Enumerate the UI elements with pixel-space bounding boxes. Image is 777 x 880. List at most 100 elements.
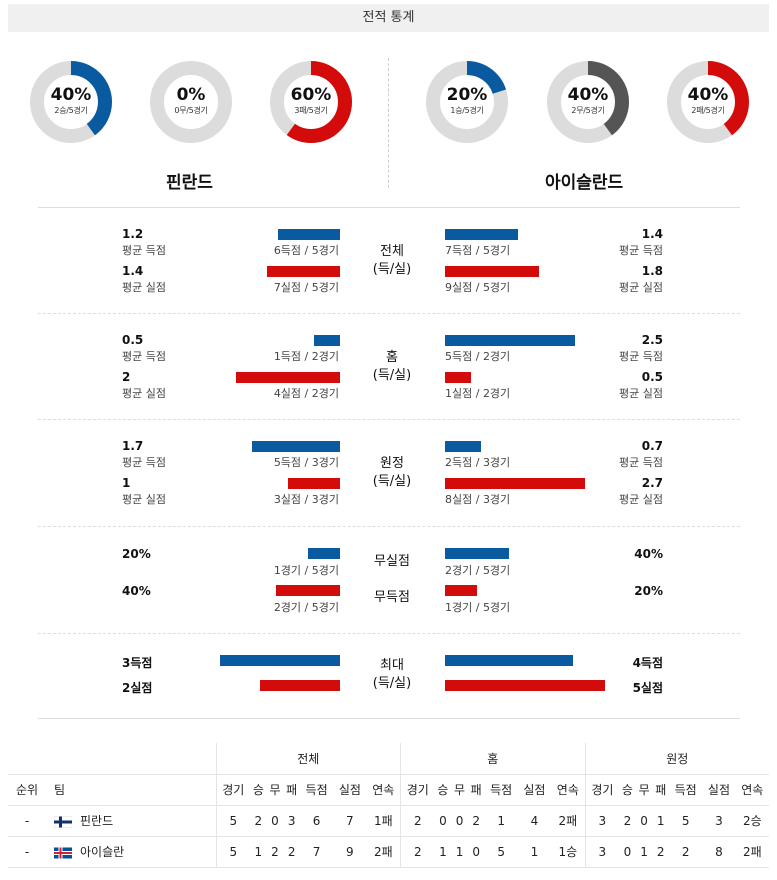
donut-chart [270, 61, 352, 143]
stat-cell: 4 [517, 804, 552, 836]
donut-sub: 2무/5경기 [571, 106, 605, 115]
home-avg-scored-label: 평균 득점 [122, 350, 166, 363]
away-avg-scored: 2.5 [641, 333, 663, 347]
home-avg-conceded-label: 평균 실점 [122, 493, 166, 506]
home-avg-conceded-label: 평균 실점 [122, 281, 166, 294]
home-conceded-count: 7실점 / 5경기 [273, 281, 339, 294]
table-header-row: 순위 팀 경기 승 무 패 득점 실점 연속 경기 승 무 패 득점 실점 연속… [8, 773, 769, 805]
section-label: 홈 [386, 350, 398, 365]
section-sublabel: (득/실) [372, 368, 412, 383]
away-avg-conceded: 0.5 [641, 370, 663, 384]
divider [38, 419, 740, 420]
stat-cell: 3 [702, 804, 736, 836]
away-scored-count: 2득점 / 3경기 [445, 456, 511, 469]
group-home-header: 홈 [400, 743, 586, 774]
team-name[interactable]: 아이슬란 [80, 845, 125, 859]
divider [38, 633, 740, 634]
team-name[interactable]: 핀란드 [80, 814, 114, 828]
away-conceded-count: 8실점 / 3경기 [445, 493, 511, 506]
home-avg-conceded-label: 평균 실점 [122, 387, 166, 400]
col-header: 경기 [400, 773, 435, 805]
col-header: 경기 [215, 773, 251, 805]
away-avg-scored-label: 평균 득점 [619, 456, 663, 469]
home-scored-count: 6득점 / 5경기 [273, 244, 339, 257]
col-header: 승 [250, 773, 267, 805]
iceland-flag-icon [54, 847, 72, 858]
home-clean-count: 1경기 / 5경기 [273, 564, 339, 577]
home-conceded-bar [267, 266, 340, 277]
home-max-conceded-bar [260, 680, 340, 691]
donut-percent: 40% [687, 85, 729, 105]
away-win-donut: 20% 1승/5경기 [425, 60, 509, 144]
stat-cell: 2 [467, 804, 485, 836]
away-avg-conceded: 2.7 [641, 476, 663, 490]
donut-sub: 0무/5경기 [174, 106, 208, 115]
away-max-scored-bar [445, 655, 573, 666]
stat-cell: 0 [619, 835, 636, 868]
col-header: 실점 [517, 773, 552, 805]
stat-cell: 2패 [551, 804, 586, 836]
stat-cell: 1 [250, 835, 267, 868]
section-sublabel: (득/실) [372, 262, 412, 277]
donut-sub: 2패/5경기 [691, 106, 725, 115]
stat-cell: 1 [484, 804, 518, 836]
home-avg-scored-label: 평균 득점 [122, 456, 166, 469]
donut-chart [547, 61, 629, 143]
team-cell[interactable]: 아이슬란 [46, 835, 216, 868]
donut-percent: 60% [290, 85, 332, 105]
away-team-name: 아이슬란드 [545, 173, 624, 193]
table-row[interactable]: - 아이슬란 5 1 2 2 7 9 2패 2 1 1 0 5 1 1승 3 0… [8, 835, 769, 868]
away-avg-conceded: 1.8 [641, 264, 663, 278]
home-conceded-bar [236, 372, 340, 383]
home-win-donut: 40% 2승/5경기 [29, 60, 113, 144]
stat-cell: 7 [299, 835, 334, 868]
home-avg-scored: 1.7 [122, 439, 144, 453]
stat-cell: 3 [584, 804, 620, 836]
stat-cell: 2 [400, 835, 435, 868]
stat-cell: 7 [333, 804, 367, 836]
home-clean-bar [308, 548, 340, 559]
section-label: 전체 [380, 244, 404, 259]
stat-cell: 3 [283, 804, 300, 836]
page-title: 전적 통계 [8, 4, 769, 32]
away-conceded-count: 9실점 / 5경기 [445, 281, 511, 294]
stat-cell: 5 [215, 835, 251, 868]
col-header: 연속 [551, 773, 586, 805]
col-header: 패 [652, 773, 670, 805]
home-conceded-count: 3실점 / 3경기 [273, 493, 339, 506]
section-label: 원정 [380, 456, 404, 471]
donut-percent: 40% [567, 85, 609, 105]
stat-cell: 2패 [366, 835, 401, 868]
home-avg-scored-label: 평균 득점 [122, 244, 166, 257]
home-clean-pct: 20% [122, 547, 151, 561]
home-draw-donut: 0% 0무/5경기 [149, 60, 233, 144]
stat-cell: 8 [702, 835, 736, 868]
away-loss-donut: 40% 2패/5경기 [666, 60, 750, 144]
fail-label: 무득점 [374, 590, 410, 605]
col-header: 연속 [735, 773, 769, 805]
donut-chart [30, 61, 112, 143]
stat-cell: 2승 [735, 804, 769, 836]
away-avg-scored: 1.4 [641, 227, 663, 241]
col-header: 패 [283, 773, 300, 805]
home-max-scored-bar [220, 655, 340, 666]
stat-cell: 1 [652, 804, 670, 836]
stat-cell: 1 [635, 835, 653, 868]
stat-cell: 2 [250, 804, 267, 836]
section-sublabel: (득/실) [372, 676, 412, 691]
stat-cell: 2 [619, 804, 636, 836]
col-header: 득점 [484, 773, 518, 805]
col-header: 무 [635, 773, 653, 805]
stat-cell: 5 [484, 835, 518, 868]
table-row[interactable]: - 핀란드 5 2 0 3 6 7 1패 2 0 0 2 1 4 2패 3 2 … [8, 804, 769, 836]
stat-cell: 5 [669, 804, 703, 836]
home-conceded-bar [288, 478, 340, 489]
team-cell[interactable]: 핀란드 [46, 804, 216, 836]
stat-cell: 3 [584, 835, 620, 868]
col-header: 패 [467, 773, 485, 805]
away-avg-scored: 0.7 [641, 439, 663, 453]
stat-cell: 5 [215, 804, 251, 836]
stat-cell: 1 [451, 835, 468, 868]
stat-cell: 2패 [735, 835, 769, 868]
away-avg-conceded-label: 평균 실점 [619, 493, 663, 506]
